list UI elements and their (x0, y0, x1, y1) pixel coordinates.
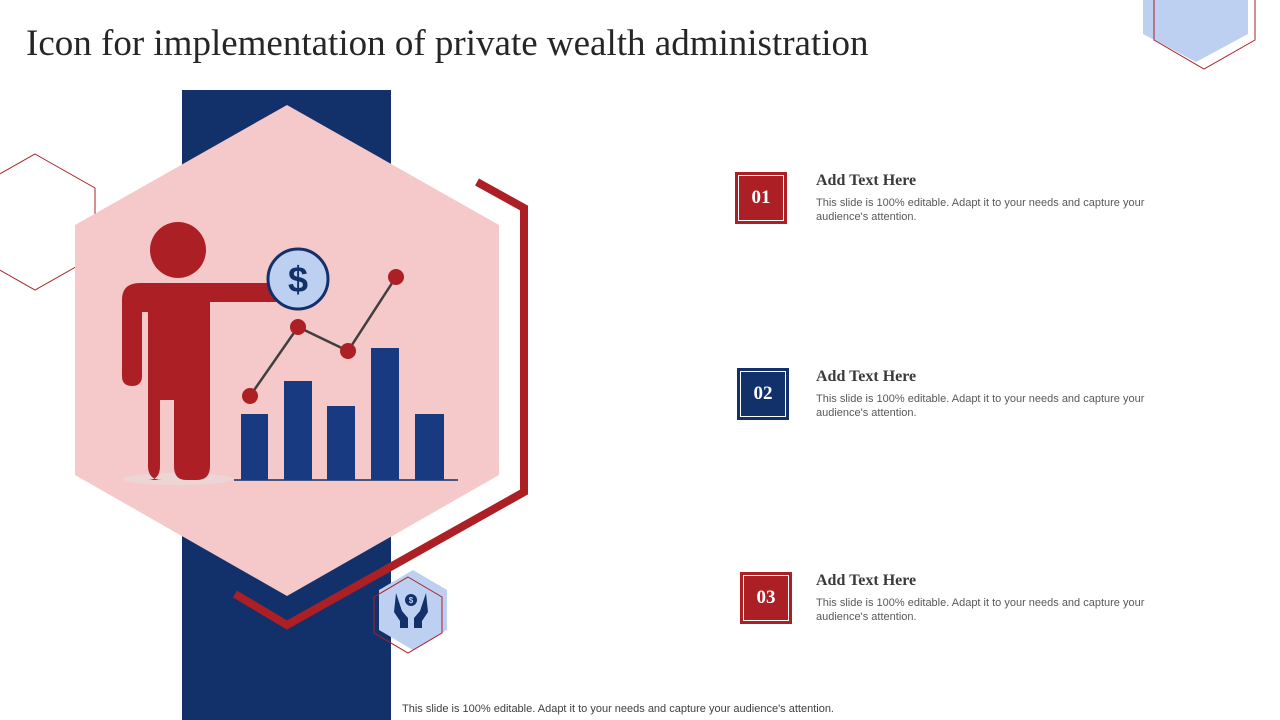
number-badge: 02 (737, 368, 789, 420)
svg-text:$: $ (409, 596, 414, 605)
list-item: 03 Add Text Here This slide is 100% edit… (735, 572, 1195, 632)
number-badge: 03 (740, 572, 792, 624)
item-title: Add Text Here (816, 368, 917, 385)
left-outline-hexagon (0, 153, 96, 291)
number-badge-label: 01 (738, 175, 784, 221)
item-title: Add Text Here (816, 572, 917, 589)
number-badge-label: 02 (740, 371, 786, 417)
svg-text:$: $ (288, 259, 308, 300)
hands-holding-coins-icon: $ (394, 593, 428, 628)
red-bracket (232, 178, 528, 630)
slide-title: Icon for implementation of private wealt… (26, 23, 869, 64)
corner-hexagon-fill (1143, 0, 1248, 62)
corner-hexagon-outline (1153, 0, 1256, 70)
list-item: 01 Add Text Here This slide is 100% edit… (735, 172, 1195, 232)
item-description: This slide is 100% editable. Adapt it to… (816, 197, 1145, 223)
list-item: 02 Add Text Here This slide is 100% edit… (735, 368, 1195, 428)
small-hexagon-outline (373, 576, 443, 654)
number-badge: 01 (735, 172, 787, 224)
dollar-coin-icon: $ (266, 247, 330, 311)
item-title: Add Text Here (816, 172, 917, 189)
footer-note: This slide is 100% editable. Adapt it to… (402, 703, 834, 715)
number-badge-label: 03 (743, 575, 789, 621)
item-description: This slide is 100% editable. Adapt it to… (816, 597, 1145, 623)
person-presenting-icon (122, 222, 283, 485)
item-description: This slide is 100% editable. Adapt it to… (816, 393, 1145, 419)
bar-chart-icon (234, 269, 458, 481)
